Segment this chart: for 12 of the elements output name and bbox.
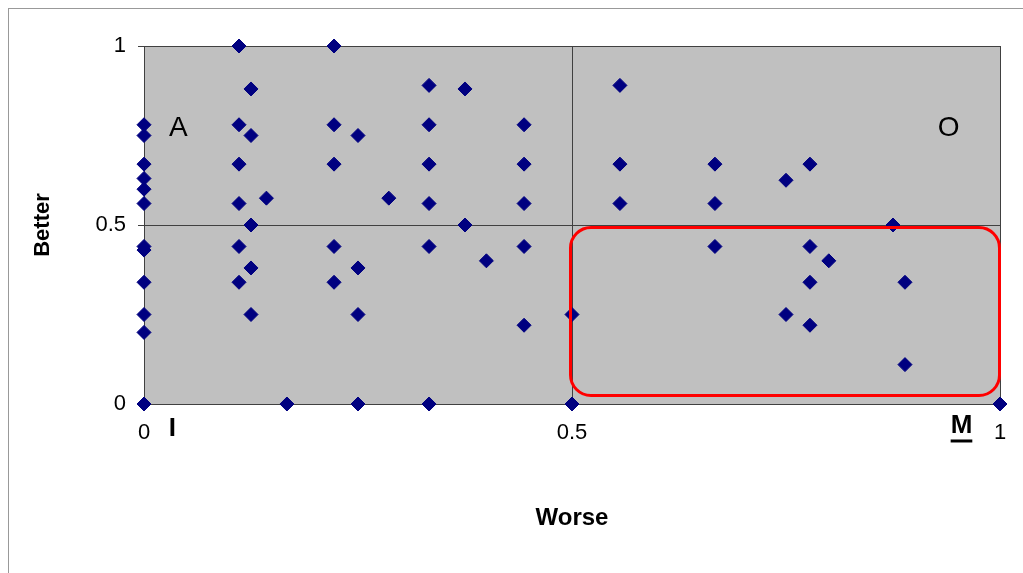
text: M <box>950 408 973 439</box>
y-tick-label: 0 <box>113 390 126 416</box>
x-axis-title: Worse <box>535 503 609 531</box>
y-axis-title: Better <box>29 192 55 257</box>
x-tick-label: 0 <box>137 419 151 445</box>
y-tick-label: 1 <box>113 32 126 58</box>
text: I <box>168 412 176 443</box>
y-tick-label: 0.5 <box>95 211 126 237</box>
x-tick-label: 1 <box>993 419 1007 445</box>
annotation: A <box>168 111 188 143</box>
annotation: O <box>937 111 960 143</box>
x-tick-label: 0.5 <box>556 419 588 445</box>
